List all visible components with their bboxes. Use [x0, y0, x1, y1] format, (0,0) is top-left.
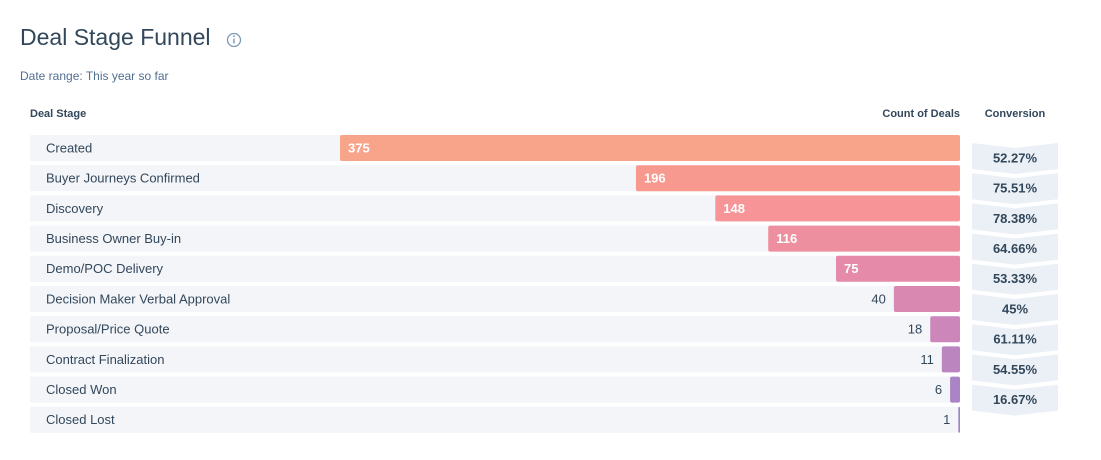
conversion-label: 61.11% [993, 332, 1037, 347]
info-icon[interactable] [226, 32, 242, 48]
column-header: Deal Stage [30, 108, 86, 120]
conversion-label: 53.33% [993, 271, 1038, 286]
bar [340, 135, 960, 161]
stage-label: Buyer Journeys Confirmed [46, 171, 200, 186]
conversion-badge [972, 294, 1058, 325]
bar [950, 376, 960, 403]
row-background [30, 346, 960, 373]
row-background [30, 316, 960, 343]
conversion-badge [972, 263, 1058, 295]
value-label: 196 [644, 171, 666, 186]
column-header: Conversion [985, 108, 1046, 120]
row-background [30, 286, 960, 312]
value-label: 11 [920, 352, 934, 367]
conversion-badge [972, 384, 1058, 416]
bar [958, 406, 960, 433]
conversion-badge [972, 233, 1058, 265]
stage-label: Contract Finalization [46, 352, 165, 367]
conversion-badge [972, 143, 1058, 174]
value-label: 1 [943, 412, 950, 427]
stage-label: Closed Won [46, 382, 117, 397]
conversion-badge [972, 324, 1058, 356]
row-background [30, 406, 960, 433]
stage-label: Demo/POC Delivery [46, 261, 164, 276]
stage-label: Discovery [46, 201, 104, 216]
chart-title: Deal Stage Funnel [20, 24, 211, 50]
value-label: 18 [908, 322, 922, 337]
conversion-label: 52.27% [993, 150, 1038, 165]
stage-label: Business Owner Buy-in [46, 231, 181, 246]
bar [635, 165, 960, 192]
subtitle: Date range: This year so far [20, 69, 169, 83]
conversion-label: 45% [1002, 301, 1028, 316]
conversion-label: 75.51% [993, 181, 1038, 196]
conversion-label: 16.67% [993, 392, 1038, 407]
conversion-label: 54.55% [993, 362, 1038, 377]
bar [941, 346, 960, 373]
row-background [30, 376, 960, 403]
conversion-badge [972, 173, 1058, 205]
column-header: Count of Deals [882, 108, 960, 120]
bar [930, 316, 960, 343]
conversion-badge [972, 203, 1058, 235]
value-label: 375 [348, 140, 370, 155]
bar [893, 286, 960, 312]
value-label: 6 [935, 382, 942, 397]
stage-label: Proposal/Price Quote [46, 322, 170, 337]
stage-label: Decision Maker Verbal Approval [46, 291, 230, 306]
conversion-label: 64.66% [993, 241, 1038, 256]
value-label: 148 [723, 201, 745, 216]
row-background [30, 255, 960, 282]
value-label: 75 [844, 261, 858, 276]
stage-label: Closed Lost [46, 412, 115, 427]
bar [768, 225, 960, 252]
bar [715, 195, 960, 222]
stage-label: Created [46, 140, 92, 155]
conversion-label: 78.38% [993, 211, 1038, 226]
conversion-badge [972, 354, 1058, 386]
value-label: 40 [871, 291, 885, 306]
bar [836, 255, 960, 282]
value-label: 116 [776, 231, 797, 246]
